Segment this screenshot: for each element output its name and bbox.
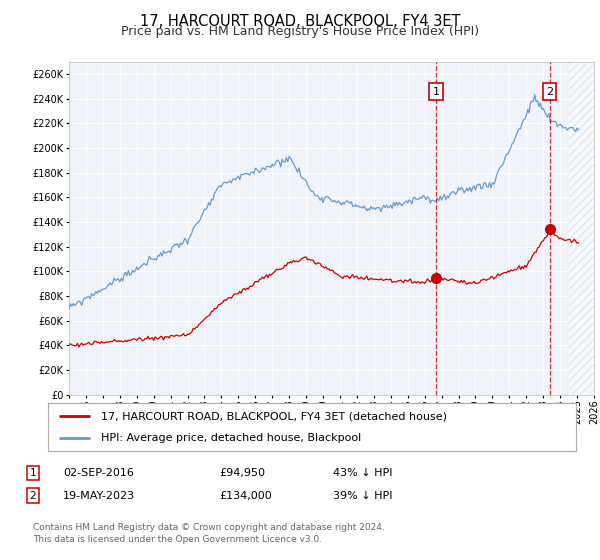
Text: 19-MAY-2023: 19-MAY-2023 [63, 491, 135, 501]
Text: 39% ↓ HPI: 39% ↓ HPI [333, 491, 392, 501]
Text: 02-SEP-2016: 02-SEP-2016 [63, 468, 134, 478]
Text: Contains HM Land Registry data © Crown copyright and database right 2024.
This d: Contains HM Land Registry data © Crown c… [33, 522, 385, 544]
Text: HPI: Average price, detached house, Blackpool: HPI: Average price, detached house, Blac… [101, 433, 361, 443]
Text: 43% ↓ HPI: 43% ↓ HPI [333, 468, 392, 478]
Text: 2: 2 [29, 491, 37, 501]
Text: 1: 1 [29, 468, 37, 478]
Text: 2: 2 [546, 87, 553, 96]
Text: Price paid vs. HM Land Registry's House Price Index (HPI): Price paid vs. HM Land Registry's House … [121, 25, 479, 38]
Text: 1: 1 [433, 87, 439, 96]
Text: 17, HARCOURT ROAD, BLACKPOOL, FY4 3ET: 17, HARCOURT ROAD, BLACKPOOL, FY4 3ET [140, 14, 460, 29]
Text: 17, HARCOURT ROAD, BLACKPOOL, FY4 3ET (detached house): 17, HARCOURT ROAD, BLACKPOOL, FY4 3ET (d… [101, 411, 447, 421]
Text: £94,950: £94,950 [219, 468, 265, 478]
Text: £134,000: £134,000 [219, 491, 272, 501]
